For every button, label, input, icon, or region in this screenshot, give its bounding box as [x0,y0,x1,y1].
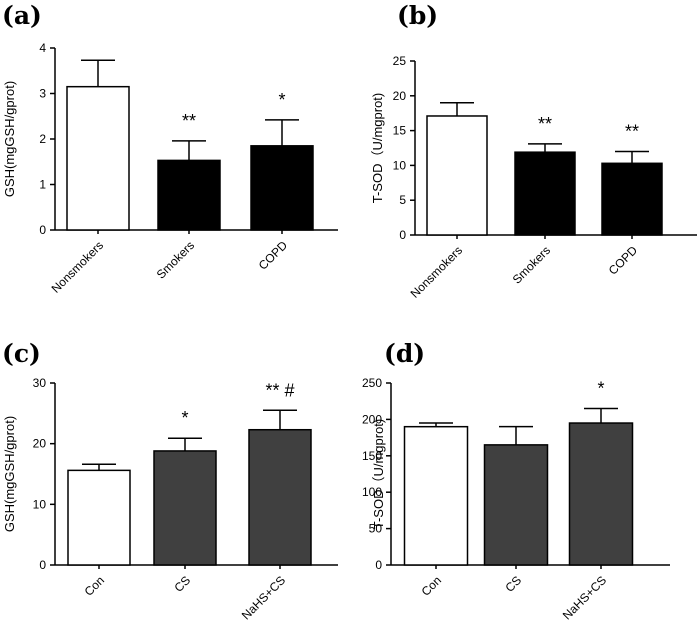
x-category-label: NaHS+CS [239,573,288,622]
y-tick-label: 0 [39,223,46,237]
y-tick-label: 15 [393,124,407,138]
y-tick-label: 20 [393,89,407,103]
x-category-label: Nonsmokers [49,238,107,296]
x-category-label: Con [82,573,107,598]
x-category-label: NaHS+CS [560,573,609,622]
bar-nahs-cs [568,422,634,566]
y-tick-label: 100 [362,485,382,499]
y-tick-label: 200 [362,412,382,426]
bar-con [403,425,469,566]
bar-nahs-cs [248,428,312,566]
chart-panel-c: (c) GSH(mgGSH/gprot) 0 10 20 30 Con CS * NaHS+CS *… [2,339,338,622]
significance-marker: * [278,90,285,110]
significance-marker: ** [182,111,196,131]
panel-label: (d) [384,339,425,368]
y-tick-label: 20 [33,437,47,451]
bar-copd [250,145,314,231]
y-tick-label: 30 [33,376,47,390]
y-tick-label: 4 [39,41,46,55]
x-category-label: CS [502,573,524,595]
y-tick-label: 150 [362,449,382,463]
significance-marker: ** [625,121,639,141]
bar-smokers [157,159,221,231]
chart-panel-d: (d) T-SOD（U/mgprot) 0 50 100 150 200 250 Con CS Na… [362,339,670,622]
y-tick-label: 3 [39,87,46,101]
x-category-label: Nonsmokers [408,243,466,301]
x-category-label: Smokers [510,243,553,286]
y-tick-label: 1 [39,178,46,192]
panel-label: (a) [2,1,42,30]
y-tick-label: 5 [399,193,406,207]
y-tick-label: 0 [375,558,382,572]
bar-nonsmokers [426,115,488,236]
y-tick-label: 2 [39,132,46,146]
significance-marker: * [181,408,188,428]
x-category-label: Smokers [154,238,197,281]
bar-nonsmokers [66,85,130,231]
y-tick-label: 25 [393,54,407,68]
bar-cs [153,450,217,566]
y-tick-label: 0 [399,228,406,242]
significance-marker: ** # [265,380,294,400]
chart-panel-b: (b) T-SOD（U/mgprot) 0 5 10 15 20 25 Nonsmokers Sm… [370,1,697,301]
significance-marker: ** [538,114,552,134]
y-tick-label: 10 [33,497,47,511]
y-axis-label: GSH(mgGSH/gprot) [2,416,17,532]
x-category-label: COPD [256,238,291,273]
panel-label: (b) [397,1,438,30]
significance-marker: * [597,378,604,398]
x-category-label: Con [419,573,444,598]
x-category-label: CS [171,573,193,595]
y-axis-label: T-SOD（U/mgprot) [370,93,385,204]
bar-copd [601,162,663,236]
panel-label: (c) [2,339,41,368]
chart-panel-a: (a) GSH(mgGSH/gprot) 0 1 2 3 4 Nonsmokers Smoker… [2,1,338,296]
bar-smokers [514,151,576,236]
y-tick-label: 0 [39,558,46,572]
y-axis-label: GSH(mgGSH/gprot) [2,81,17,197]
bar-cs [483,444,549,566]
y-tick-label: 250 [362,376,382,390]
y-axis-label: T-SOD（U/mgprot) [371,419,386,530]
bar-con [67,469,131,566]
x-category-label: COPD [606,243,641,278]
y-tick-label: 10 [393,158,407,172]
y-tick-label: 50 [369,522,383,536]
